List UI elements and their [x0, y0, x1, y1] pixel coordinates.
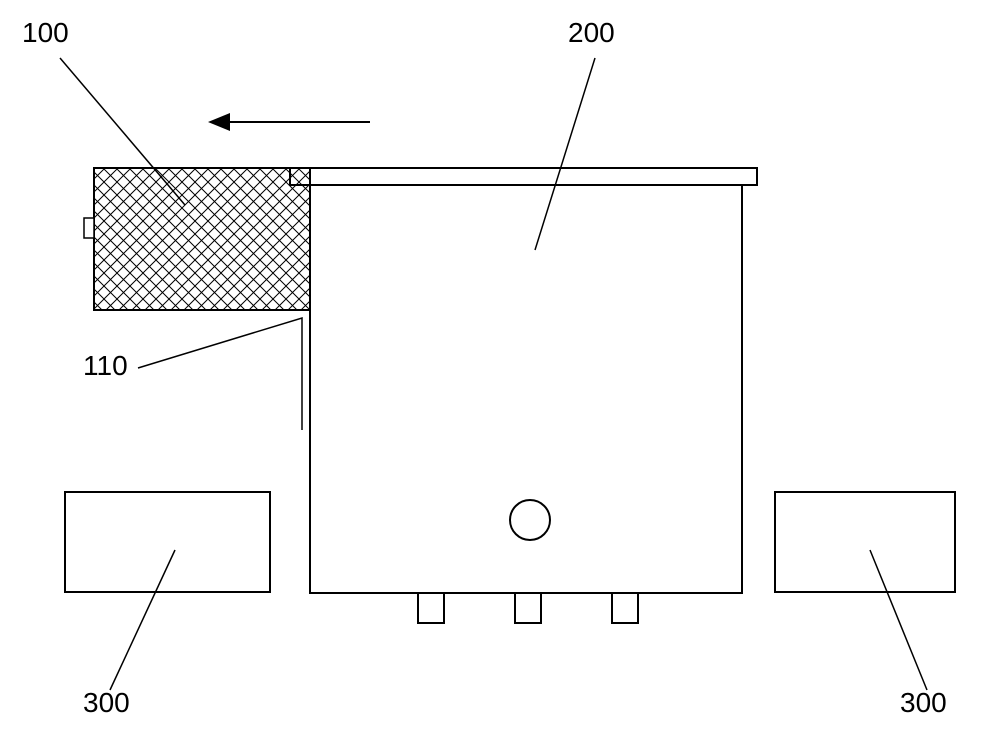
hatched-attachment	[94, 168, 310, 310]
label-300-botLeft: 300	[83, 687, 130, 718]
leader-200	[535, 58, 595, 250]
vessel-foot-1	[418, 593, 444, 623]
label-300-botRight: 300	[900, 687, 947, 718]
main-vessel-lip	[290, 168, 757, 185]
technical-diagram: 100 200 110 300 300	[0, 0, 1000, 744]
side-unit-right	[775, 492, 955, 592]
side-unit-left	[65, 492, 270, 592]
vessel-foot-3	[612, 593, 638, 623]
label-110-midLeft: 110	[83, 350, 128, 381]
label-100-topLeft: 100	[22, 17, 69, 48]
leader-300-right	[870, 550, 927, 690]
leader-300-left	[110, 550, 175, 690]
label-200-topRight: 200	[568, 17, 615, 48]
main-vessel-body	[310, 185, 742, 593]
direction-arrow-head	[208, 113, 230, 131]
hatched-attachment-tab	[84, 218, 94, 238]
leader-110	[138, 318, 302, 430]
drain-port	[510, 500, 550, 540]
vessel-foot-2	[515, 593, 541, 623]
